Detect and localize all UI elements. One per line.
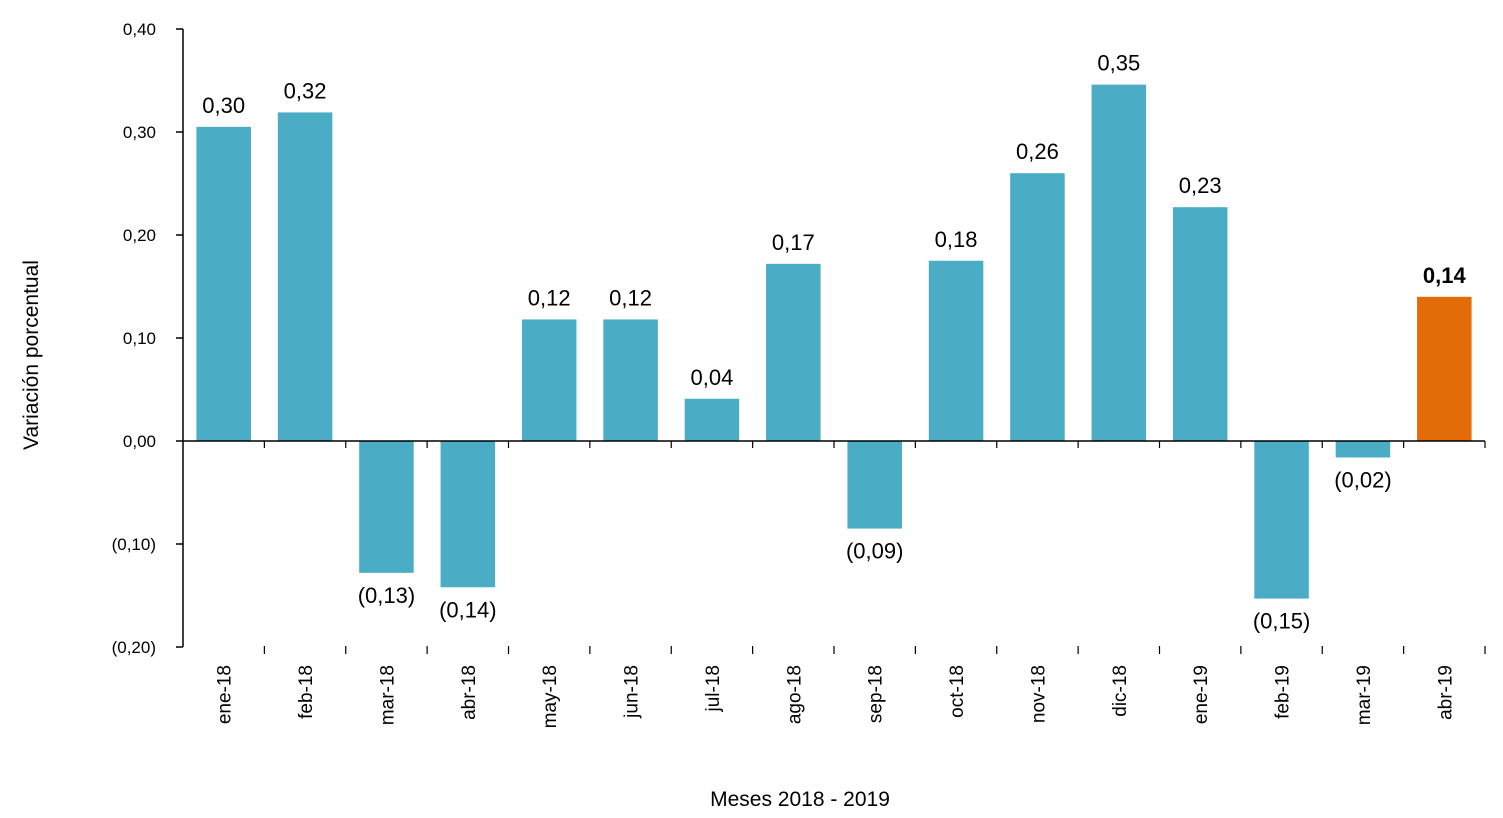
- bar-sep-18: [847, 441, 902, 529]
- data-label: 0,30: [202, 93, 245, 118]
- data-label: (0,02): [1334, 467, 1391, 492]
- bar-ene-18: [196, 126, 251, 441]
- bar-may-18: [521, 319, 577, 441]
- bar-nov-18: [1010, 173, 1065, 441]
- x-tick-label: sep-18: [866, 665, 887, 723]
- y-tick-label: (0,20): [112, 638, 156, 657]
- x-tick-label: mar-19: [1354, 665, 1375, 725]
- x-tick-label: feb-19: [1273, 665, 1294, 719]
- bar-mar-18: [359, 441, 414, 573]
- data-label: (0,15): [1253, 609, 1310, 634]
- bar-ene-19: [1172, 207, 1228, 441]
- x-axis-label: Meses 2018 - 2019: [710, 788, 890, 811]
- bar-jul-18: [684, 398, 740, 441]
- y-tick-label: 0,00: [123, 432, 156, 451]
- y-axis-ticks: 0,40 0,30 0,20 0,10 0,00 (0,10) (0,20): [112, 20, 183, 657]
- bar-abr-19: [1417, 296, 1472, 441]
- data-label: (0,13): [358, 583, 415, 608]
- x-tick-label: nov-18: [1028, 665, 1049, 723]
- bar-jun-18: [603, 319, 658, 441]
- data-label: 0,35: [1097, 51, 1140, 76]
- x-tick-label: oct-18: [947, 665, 968, 718]
- x-axis-ticks: ene-18 feb-18 mar-18 abr-18 may-18 jun-18 jul-…: [215, 441, 1486, 728]
- data-label: (0,09): [846, 539, 903, 564]
- x-tick-label: abr-19: [1435, 665, 1456, 720]
- bar-abr-18: [440, 441, 496, 588]
- x-tick-label: dic-18: [1110, 665, 1131, 717]
- data-label: 0,32: [284, 78, 327, 103]
- x-tick-label: may-18: [540, 665, 561, 728]
- data-label: 0,17: [772, 230, 815, 255]
- bar-ago-18: [766, 263, 821, 441]
- data-label: 0,14: [1423, 263, 1467, 288]
- x-tick-label: feb-18: [296, 665, 317, 719]
- bar-dic-18: [1091, 84, 1147, 442]
- x-tick-label: jul-18: [703, 665, 724, 712]
- x-tick-label: ene-18: [215, 665, 236, 724]
- x-tick-label: jun-18: [622, 665, 643, 719]
- y-tick-label: 0,30: [123, 123, 156, 142]
- y-tick-label: (0,10): [112, 535, 156, 554]
- x-tick-label: abr-18: [459, 665, 480, 720]
- y-tick-label: 0,40: [123, 20, 156, 39]
- bar-mar-19: [1335, 441, 1391, 458]
- y-axis-label: Variación porcentual: [20, 260, 43, 450]
- x-tick-label: ene-19: [1191, 665, 1212, 724]
- x-tick-label: mar-18: [377, 665, 398, 725]
- y-tick-label: 0,10: [123, 329, 156, 348]
- bar-feb-18: [277, 112, 333, 442]
- bar-feb-19: [1254, 441, 1309, 599]
- data-label: 0,12: [609, 285, 652, 310]
- data-label: (0,14): [439, 597, 496, 622]
- data-label: 0,04: [691, 365, 734, 390]
- x-tick-label: ago-18: [784, 665, 805, 724]
- bar-oct-18: [928, 260, 984, 441]
- y-tick-label: 0,20: [123, 226, 156, 245]
- data-labels: 0,30 0,32 (0,13) (0,14) 0,12 0,12 0,04 0,17 (0,0…: [202, 51, 1466, 634]
- data-label: 0,26: [1016, 139, 1059, 164]
- data-label: 0,18: [935, 227, 978, 252]
- data-label: 0,12: [528, 285, 571, 310]
- bars: [196, 84, 1472, 599]
- data-label: 0,23: [1179, 173, 1222, 198]
